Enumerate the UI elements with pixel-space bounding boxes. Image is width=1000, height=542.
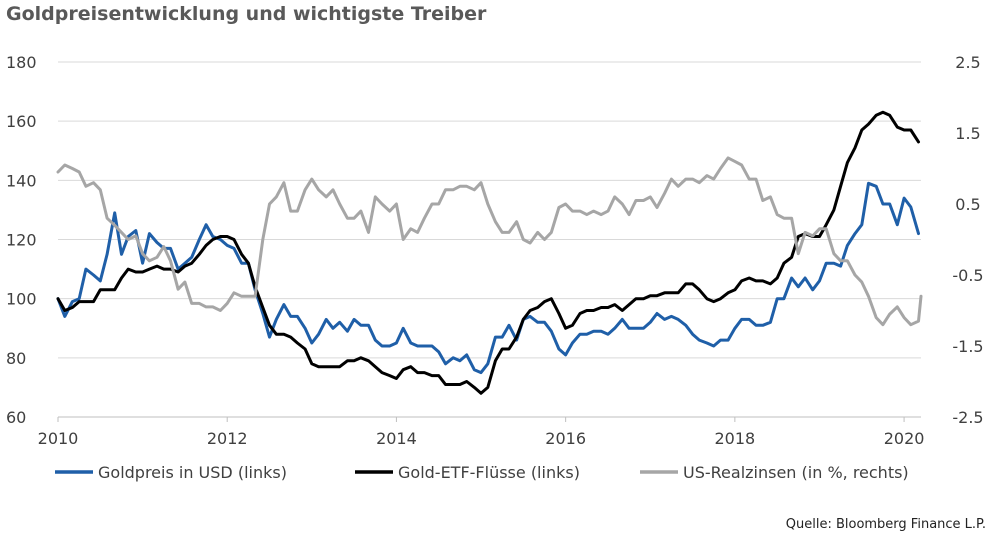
legend-label: US-Realzinsen (in %, rechts) <box>683 463 909 482</box>
y-axis-right: -2.5 -1.5 -0.5 0.5 1.5 2.5 <box>952 53 983 427</box>
y-right-tick-label: 0.5 <box>955 195 980 214</box>
x-tick-label: 2010 <box>38 429 79 448</box>
x-tick-label: 2014 <box>376 429 417 448</box>
x-tick-label: 2018 <box>715 429 756 448</box>
legend-label: Gold-ETF-Flüsse (links) <box>398 463 580 482</box>
y-right-tick-label: -0.5 <box>952 266 983 285</box>
x-tick-label: 2016 <box>545 429 586 448</box>
series-line-3 <box>56 156 923 327</box>
source-note: Quelle: Bloomberg Finance L.P. <box>785 517 986 532</box>
y-left-tick-label: 160 <box>6 112 37 131</box>
y-left-tick-label: 120 <box>6 231 37 250</box>
y-right-tick-label: 2.5 <box>955 53 980 72</box>
y-left-tick-label: 180 <box>6 53 37 72</box>
x-axis: 2010 2012 2014 2016 2018 2020 <box>38 416 925 448</box>
y-right-tick-label: -2.5 <box>952 408 983 427</box>
chart-title: Goldpreisentwicklung und wichtigste Trei… <box>6 3 487 25</box>
x-tick-label: 2020 <box>884 429 925 448</box>
series-line-1 <box>56 181 920 375</box>
y-left-tick-label: 100 <box>6 290 37 309</box>
series-lines <box>56 110 923 395</box>
series-line-2 <box>56 110 920 395</box>
y-left-tick-label: 80 <box>6 349 26 368</box>
y-left-tick-label: 140 <box>6 171 37 190</box>
y-left-tick-label: 60 <box>6 408 26 427</box>
y-axis-left: 60 80 100 120 140 160 180 <box>6 53 37 427</box>
x-tick-label: 2012 <box>207 429 248 448</box>
gridlines <box>58 61 921 418</box>
y-right-tick-label: -1.5 <box>952 337 983 356</box>
legend-label: Goldpreis in USD (links) <box>98 463 287 482</box>
y-right-tick-label: 1.5 <box>955 124 980 143</box>
legend: Goldpreis in USD (links) Gold-ETF-Flüsse … <box>55 463 909 482</box>
